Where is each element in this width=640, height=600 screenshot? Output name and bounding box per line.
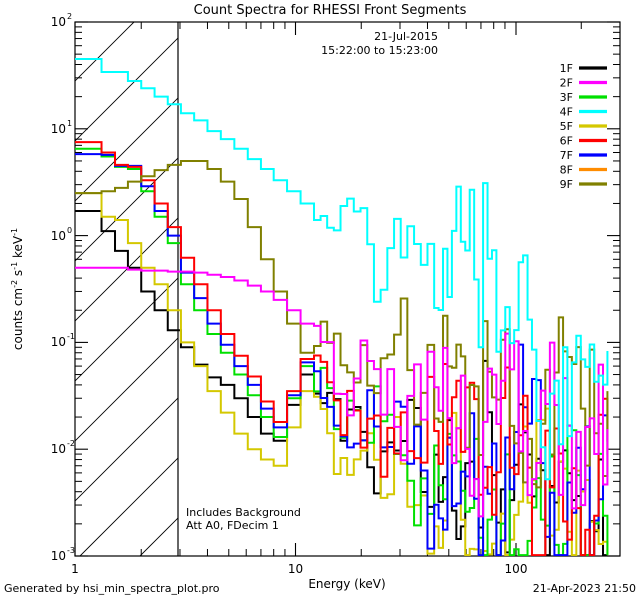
svg-text:10: 10 [51,549,66,563]
y-tick-exp1: 1 [67,119,72,128]
footer-generated-by: Generated by hsi_min_spectra_plot.pro [4,582,220,595]
y-axis-minor-ticks [75,26,620,525]
legend-label-9f: 9F [560,178,573,191]
plot-frame [74,21,621,557]
y-axis-label: counts cm-2 s-1 keV-1 [10,228,25,350]
spectrum-line-6f [75,141,609,556]
legend-label-4f: 4F [560,106,573,119]
svg-text:10: 10 [51,122,66,136]
spectrum-line-5f [75,192,609,556]
x-tick-100: 100 [505,562,528,576]
legend-label-5f: 5F [560,120,573,133]
x-axis-tick-labels: 1 10 100 [71,562,527,576]
svg-text:10: 10 [51,229,66,243]
spectrum-line-4f [75,58,609,481]
footer-timestamp: 21-Apr-2023 21:50 [533,582,636,595]
spectra-series-layer [75,58,609,556]
low-energy-hatch-region [75,22,178,556]
legend-label-8f: 8F [560,164,573,177]
y-tick-exp0: 0 [67,226,72,235]
y-axis-ticks [75,21,620,557]
y-tick-exp-1: -1 [67,332,75,341]
x-axis-label: Energy (keV) [308,577,385,591]
svg-text:10: 10 [51,442,66,456]
page-title: Count Spectra for RHESSI Front Segments [194,3,467,18]
y-tick-exp-2: -2 [67,439,75,448]
legend-label-2f: 2F [560,77,573,90]
observation-time-range: 15:22:00 to 15:23:00 [321,44,438,57]
legend-label-7f: 7F [560,149,573,162]
svg-text:10: 10 [51,335,66,349]
svg-text:10: 10 [51,15,66,29]
note-includes-background: Includes Background [186,506,301,519]
x-tick-1: 1 [71,562,79,576]
y-tick-exp-3: -3 [67,546,75,555]
y-tick-exp2: 2 [67,12,72,21]
spectrum-line-9f [75,159,609,489]
spectrum-line-7f [75,153,609,556]
legend-label-1f: 1F [560,62,573,75]
observation-date: 21-Jul-2015 [374,30,438,43]
x-tick-10: 10 [288,562,303,576]
legend-label-6f: 6F [560,135,573,148]
legend-label-3f: 3F [560,91,573,104]
y-axis-tick-labels: 10 -3 10 -2 10 -1 10 0 10 1 10 2 [51,12,75,563]
note-attenuator: Att A0, FDecim 1 [186,519,279,532]
